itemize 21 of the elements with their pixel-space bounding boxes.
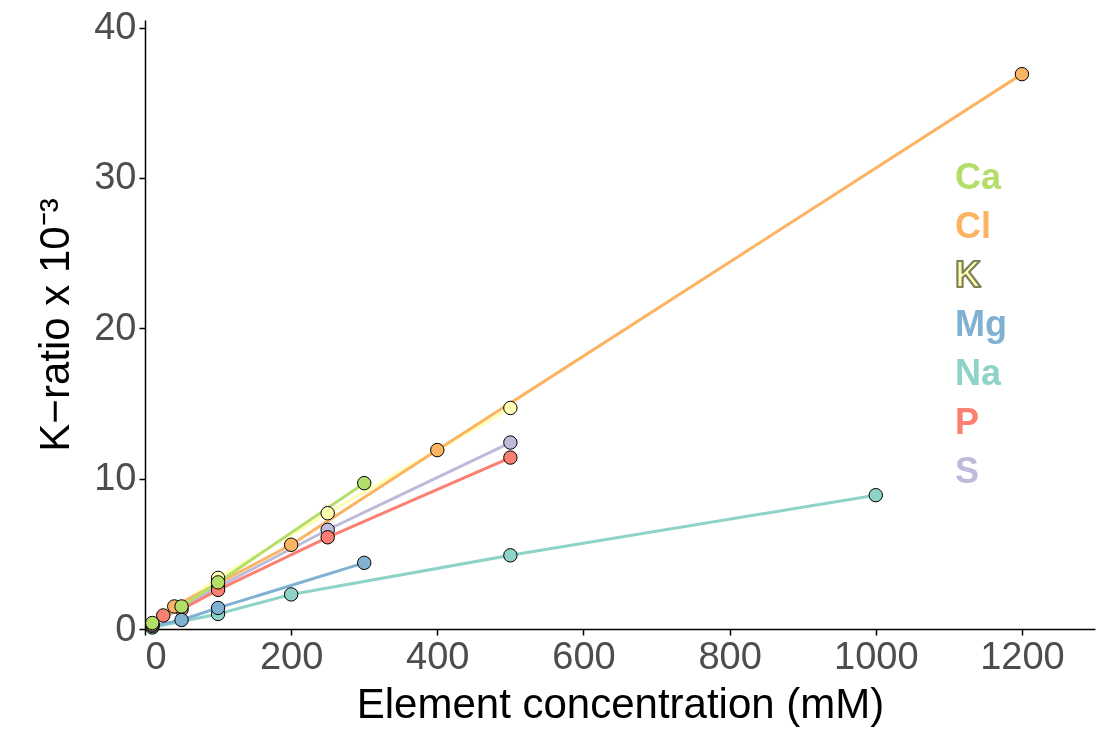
y-tick-label: 20	[94, 305, 137, 348]
x-tick-label: 0	[145, 634, 167, 677]
x-tick-label: 800	[698, 634, 762, 677]
text: P	[955, 401, 980, 443]
y-tick-label: 40	[94, 5, 137, 48]
x-tick-label: 200	[259, 634, 324, 677]
text: K	[955, 254, 981, 296]
y-tick-label: 0	[115, 606, 137, 649]
text: Cl	[955, 205, 991, 247]
x-tick-label: 1200	[980, 634, 1065, 677]
text: Ca	[955, 156, 1002, 198]
y-tick-label: 30	[94, 155, 137, 198]
x-axis-title: Element concentration (mM)	[356, 679, 885, 727]
text: S	[955, 450, 980, 492]
x-tick-label: 400	[406, 634, 470, 677]
y-axis-title: K−ratio x 10⁻³	[31, 198, 79, 452]
text: Mg	[955, 303, 1007, 345]
x-tick-label: 1000	[834, 634, 919, 677]
x-tick-label: 600	[552, 634, 616, 677]
y-tick-label: 10	[94, 456, 137, 499]
text: Na	[955, 352, 1002, 394]
